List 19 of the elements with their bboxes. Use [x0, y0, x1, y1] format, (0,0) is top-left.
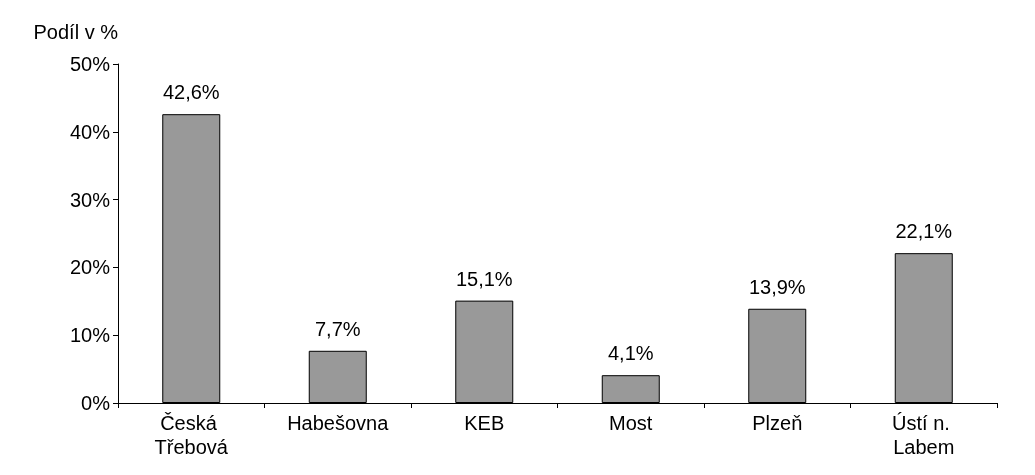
- data-label: 15,1%: [455, 267, 513, 290]
- y-axis-title: Podíl v %: [33, 21, 119, 43]
- data-label: 13,9%: [748, 275, 806, 298]
- y-tick-label: 20%: [69, 256, 111, 279]
- y-tick-label: 50%: [69, 53, 111, 75]
- data-label: 7,7%: [314, 317, 361, 340]
- x-tick-label: KEB: [464, 412, 505, 434]
- y-tick-label: 10%: [69, 324, 111, 347]
- y-tick-label: 30%: [69, 188, 111, 211]
- x-tick-label: Habešovna: [287, 412, 390, 434]
- data-label: 22,1%: [895, 220, 953, 243]
- x-tick-label: Plzeň: [752, 412, 803, 434]
- data-label: 42,6%: [162, 81, 220, 104]
- y-tick-label: 40%: [69, 120, 111, 143]
- x-tick-label: Ústí n. Labem: [892, 412, 956, 458]
- y-tick-label: 0%: [81, 392, 111, 414]
- x-tick-label: Most: [609, 412, 653, 434]
- data-label: 4,1%: [607, 342, 654, 365]
- x-tick-label: Česká Třebová: [154, 412, 229, 458]
